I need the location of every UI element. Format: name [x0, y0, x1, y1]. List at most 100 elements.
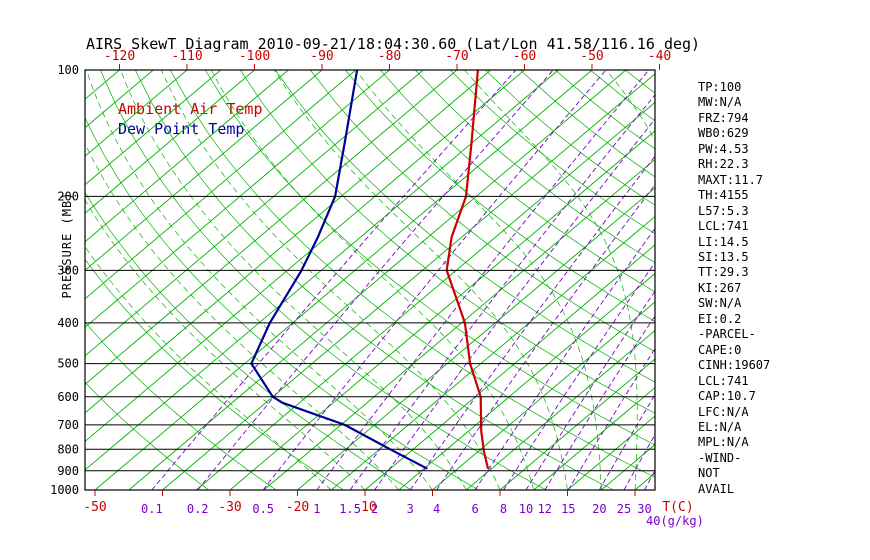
mixing-ratio-line [316, 70, 650, 490]
isotherm-line [263, 158, 655, 490]
top-temp-label: -40 [648, 49, 671, 64]
pressure-tick-label: 800 [57, 442, 79, 456]
moist-adiabat-line [85, 199, 366, 490]
plot-border [84, 69, 656, 491]
stat-item: CAPE:0 [698, 342, 742, 357]
isotherm-line [331, 215, 655, 490]
bottom-temp-label: -30 [218, 500, 241, 515]
moist-adiabat-line [86, 70, 433, 490]
dry-adiabat-line [310, 70, 655, 352]
dry-adiabat-line [414, 70, 655, 264]
stat-item: CAP:10.7 [698, 389, 756, 404]
isotherm-line [0, 70, 52, 490]
isotherm-line [398, 272, 655, 490]
stat-item: -WIND- [698, 450, 742, 465]
plot-area-lines [0, 70, 655, 490]
mixing-ratio-label: 1.5 [339, 502, 361, 516]
isotherm-line [567, 415, 655, 490]
mixing-ratio-line [436, 183, 655, 490]
mixing-ratio-line [544, 315, 655, 490]
top-temp-label: -70 [445, 49, 468, 64]
dry-adiabat-line [85, 321, 277, 490]
stat-item: PW:4.53 [698, 141, 749, 156]
isotherm-line [162, 73, 655, 490]
mixing-ratio-label: 0.2 [187, 502, 209, 516]
stat-item: NOT [698, 466, 720, 481]
mixing-ratio-line [409, 155, 655, 490]
top-temp-label: -90 [310, 49, 333, 64]
mixing-ratio-label: 20 [592, 502, 606, 516]
dry-adiabat-line [134, 70, 614, 490]
stat-item: KI:267 [698, 280, 742, 295]
mixing-ratio-label: 6 [471, 502, 478, 516]
pressure-tick-label: 900 [57, 464, 79, 478]
top-temp-label: -60 [513, 49, 536, 64]
pressure-tick-label: 400 [57, 316, 79, 330]
stat-item: MW:N/A [698, 95, 742, 110]
pressure-tick-label: 1000 [50, 483, 79, 497]
moist-adiabat-line [274, 70, 568, 490]
stat-item: -PARCEL- [698, 327, 756, 342]
isotherm-line [85, 70, 559, 471]
isotherm-line [85, 70, 390, 328]
mixing-ratio-label: 2 [371, 502, 378, 516]
stat-item: L57:5.3 [698, 203, 749, 218]
pressure-tick-label: 700 [57, 418, 79, 432]
top-temp-label: -100 [239, 49, 270, 64]
isotherm-line [85, 70, 458, 385]
chart-title: AIRS SkewT Diagram 2010-09-21/18:04:30.6… [86, 35, 701, 53]
stat-item: LI:14.5 [698, 234, 749, 249]
stat-item: MAXT:11.7 [698, 172, 764, 187]
dry-adiabat-line [85, 191, 412, 490]
moist-adiabat-line [120, 70, 467, 490]
moist-adiabat-line [85, 142, 400, 490]
dry-adiabat-line [449, 70, 655, 235]
dry-adiabat-line [275, 70, 655, 383]
stat-item: CINH:19607 [698, 358, 771, 373]
stat-item: LCL:741 [698, 219, 749, 234]
pressure-tick-label: 300 [57, 263, 79, 277]
stat-item: TT:29.3 [698, 265, 749, 280]
stat-item: FRZ:794 [698, 110, 749, 125]
isotherm-line [432, 301, 655, 490]
mixing-ratio-label: 10 [519, 502, 533, 516]
dry-adiabat-line [100, 70, 547, 490]
mixing-ratio-label: 0.5 [252, 502, 274, 516]
dry-adiabat-line [205, 70, 655, 446]
mixing-ratio-label: 12 [538, 502, 552, 516]
dry-adiabat-line [240, 70, 655, 414]
dry-adiabat-line [85, 381, 209, 490]
bottom-temp-label: -50 [83, 500, 106, 515]
isotherm-line [85, 70, 255, 214]
mixing-ratio-line [474, 227, 655, 490]
dry-adiabat-line [519, 70, 655, 178]
top-temp-label: -110 [171, 49, 202, 64]
top-temp-label: -120 [104, 49, 135, 64]
moist-adiabat-line [355, 70, 602, 490]
isotherm-line [499, 358, 655, 490]
mixing-ratio-label: 30 [637, 502, 651, 516]
stat-item: WB0:629 [698, 126, 749, 141]
moist-adiabat-line [210, 70, 535, 490]
stat-item: LFC:N/A [698, 404, 749, 419]
mixing-ratio-label: 4 [433, 502, 440, 516]
bottom-temp-label: -10 [353, 500, 376, 515]
isotherm-line [85, 70, 424, 357]
pressure-tick-label: 500 [57, 357, 79, 371]
stat-item: EI:0.2 [698, 311, 742, 326]
stat-item: SW:N/A [698, 296, 742, 311]
stat-item: SI:13.5 [698, 249, 749, 264]
isotherm-line [128, 70, 627, 490]
stat-item: TH:4155 [698, 188, 749, 203]
bottom-temp-label: -20 [286, 500, 309, 515]
stat-item: AVAIL [698, 481, 735, 496]
mixing-ratio-line [262, 70, 607, 490]
mixing-ratio-line [623, 433, 655, 490]
stat-item: TP:100 [698, 80, 742, 94]
mixing-ratio-label: 25 [617, 502, 631, 516]
dewpoint-curve [250, 70, 428, 470]
dry-adiabat-line [484, 70, 655, 206]
mixing-ratio-line [197, 70, 554, 490]
